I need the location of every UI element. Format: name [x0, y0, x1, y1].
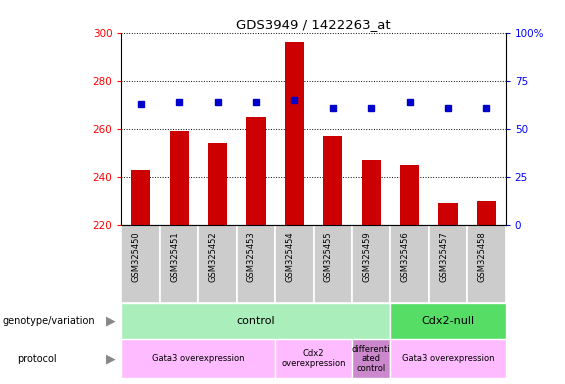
Bar: [429, 225, 467, 303]
Text: GSM325455: GSM325455: [324, 231, 333, 282]
Bar: [390, 225, 429, 303]
Text: control: control: [237, 316, 275, 326]
Text: GSM325457: GSM325457: [439, 231, 448, 282]
Bar: [121, 303, 390, 339]
Text: Cdx2
overexpression: Cdx2 overexpression: [281, 349, 346, 368]
Bar: [246, 117, 266, 225]
Bar: [275, 225, 314, 303]
Bar: [352, 339, 390, 378]
Text: Gata3 overexpression: Gata3 overexpression: [402, 354, 494, 363]
Text: GSM325458: GSM325458: [477, 231, 486, 282]
Text: differenti
ated
control: differenti ated control: [352, 344, 390, 373]
Text: GSM325454: GSM325454: [285, 231, 294, 282]
Bar: [131, 170, 150, 225]
Bar: [237, 225, 275, 303]
Bar: [160, 225, 198, 303]
Bar: [121, 225, 160, 303]
Text: GSM325450: GSM325450: [132, 231, 141, 282]
Bar: [390, 303, 506, 339]
Bar: [208, 143, 227, 225]
Bar: [390, 339, 506, 378]
Text: GSM325459: GSM325459: [362, 231, 371, 282]
Text: Gata3 overexpression: Gata3 overexpression: [152, 354, 245, 363]
Bar: [121, 339, 275, 378]
Text: GSM325451: GSM325451: [170, 231, 179, 282]
Text: protocol: protocol: [17, 354, 56, 364]
Text: Cdx2-null: Cdx2-null: [421, 316, 475, 326]
Bar: [314, 225, 352, 303]
Text: GSM325453: GSM325453: [247, 231, 256, 282]
Bar: [323, 136, 342, 225]
Bar: [285, 42, 304, 225]
Text: ▶: ▶: [106, 352, 116, 365]
Bar: [438, 204, 458, 225]
Bar: [467, 225, 506, 303]
Bar: [198, 225, 237, 303]
Text: GSM325452: GSM325452: [208, 231, 218, 282]
Title: GDS3949 / 1422263_at: GDS3949 / 1422263_at: [236, 18, 391, 31]
Bar: [362, 160, 381, 225]
Bar: [477, 201, 496, 225]
Text: GSM325456: GSM325456: [401, 231, 410, 282]
Bar: [352, 225, 390, 303]
Bar: [170, 131, 189, 225]
Text: genotype/variation: genotype/variation: [3, 316, 95, 326]
Bar: [275, 339, 352, 378]
Text: ▶: ▶: [106, 314, 116, 328]
Bar: [400, 165, 419, 225]
